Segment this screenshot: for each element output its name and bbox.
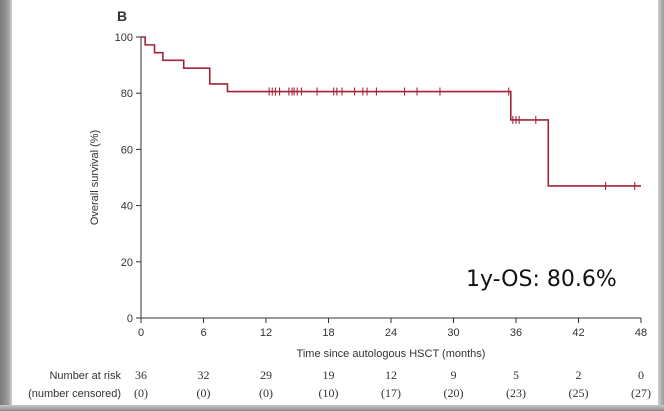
survival-curve [141, 36, 641, 187]
censored-value: (20) [444, 386, 464, 400]
censored-value: (0) [134, 386, 148, 400]
y-tick-label: 100 [115, 32, 133, 44]
window-frame-right [658, 0, 664, 411]
x-tick-label: 48 [635, 327, 647, 339]
at-risk-value: 5 [513, 368, 519, 382]
x-tick-label: 6 [200, 327, 206, 339]
censored-value: (25) [569, 386, 589, 400]
x-tick-label: 42 [572, 327, 584, 339]
at-risk-value: 36 [135, 368, 147, 382]
censored-value: (0) [197, 386, 211, 400]
x-tick-label: 12 [260, 327, 272, 339]
at-risk-value: 12 [385, 368, 397, 382]
y-tick-label: 0 [127, 313, 133, 325]
one-year-os-annotation: 1y-OS: 80.6% [466, 267, 617, 292]
at-risk-value: 32 [198, 368, 210, 382]
window-frame-left [0, 0, 12, 411]
series-layer [141, 36, 641, 190]
y-axis-title: Overall survival (%) [89, 130, 101, 225]
at-risk-value: 29 [260, 368, 272, 382]
censored-value: (10) [319, 386, 339, 400]
y-tick-label: 20 [121, 257, 133, 269]
y-tick-label: 80 [121, 88, 133, 100]
x-tick-label: 18 [322, 327, 334, 339]
y-ticks: 0 20 40 60 80 100 [115, 32, 141, 325]
at-risk-value: 0 [638, 368, 644, 382]
x-ticks: 0 6 12 18 24 30 36 42 48 [138, 318, 647, 339]
censored-value: (17) [381, 386, 401, 400]
risk-table-label-censored: (number censored) [28, 388, 121, 400]
x-tick-label: 36 [510, 327, 522, 339]
risk-table-label-at-risk: Number at risk [49, 370, 121, 382]
censored-value: (27) [631, 386, 651, 400]
x-axis-title: Time since autologous HSCT (months) [297, 348, 486, 360]
panel-label: B [117, 8, 127, 24]
x-tick-label: 30 [447, 327, 459, 339]
censored-value: (0) [259, 386, 273, 400]
at-risk-value: 9 [451, 368, 457, 382]
x-tick-label: 0 [138, 327, 144, 339]
censored-value: (23) [506, 386, 526, 400]
y-tick-label: 60 [121, 144, 133, 156]
window-frame-bottom [0, 405, 664, 411]
risk-table: 36 (0) 32 (0) 29 (0) 19 (10) 12 (17) 9 (20) 5 (23) 2 (2… [134, 368, 651, 400]
y-tick-label: 40 [121, 201, 133, 213]
x-tick-label: 24 [385, 327, 397, 339]
at-risk-value: 19 [323, 368, 335, 382]
at-risk-value: 2 [576, 368, 582, 382]
